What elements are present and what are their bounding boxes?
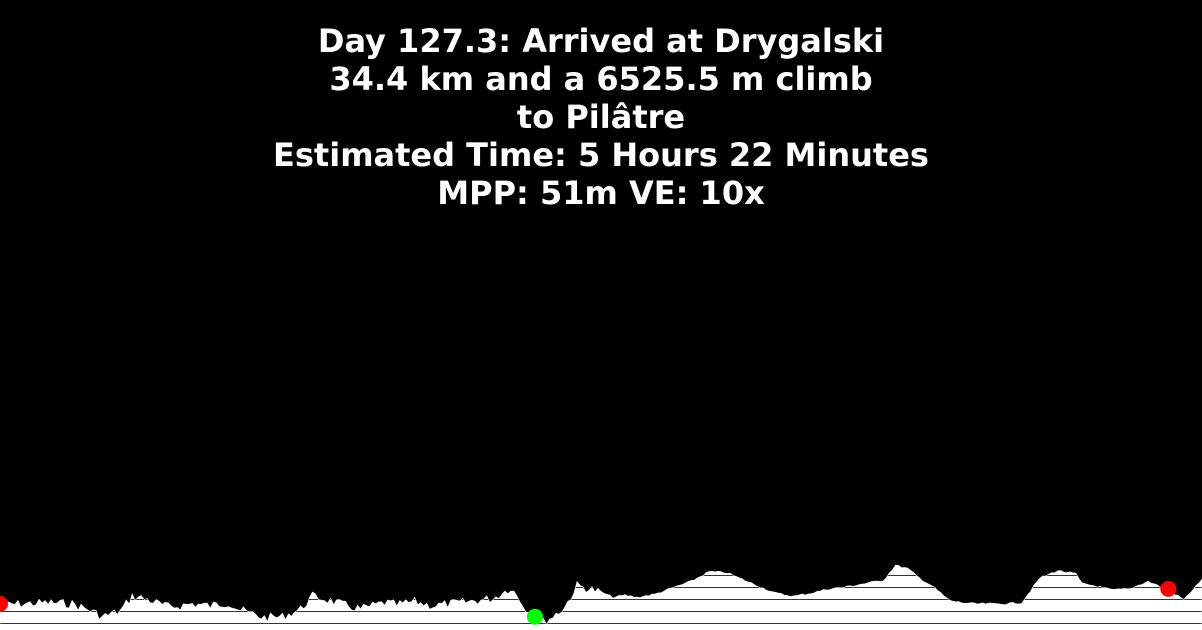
terrain-layer (0, 564, 1202, 630)
current-marker (526, 608, 543, 625)
end-marker (1160, 580, 1177, 597)
start-marker (0, 595, 8, 612)
terrain-profile-area (0, 564, 1202, 630)
title-line-day: Day 127.3: Arrived at Drygalski (317, 22, 885, 60)
title-line-destination: to Pilâtre (516, 98, 686, 136)
marker-layer (0, 580, 1177, 625)
title-block: Day 127.3: Arrived at Drygalski 34.4 km … (0, 22, 1202, 212)
title-line-estimated-time: Estimated Time: 5 Hours 22 Minutes (273, 136, 929, 174)
title-line-mpp-ve: MPP: 51m VE: 10x (437, 174, 765, 212)
title-line-distance-climb: 34.4 km and a 6525.5 m climb (329, 60, 873, 98)
